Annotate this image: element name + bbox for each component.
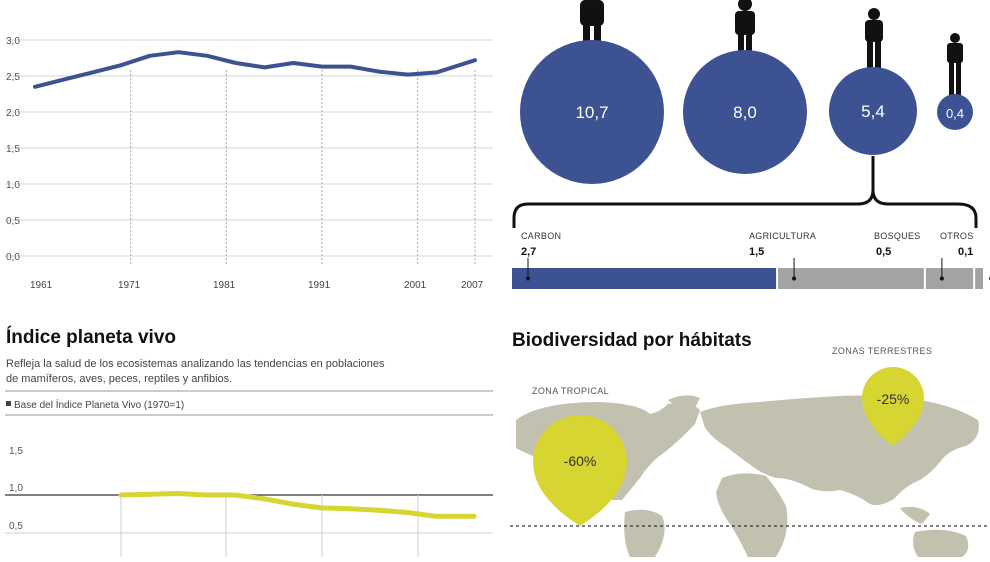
x-tick-label: 1981	[213, 280, 236, 291]
person-icon	[735, 0, 755, 52]
zone-value-label: -60%	[564, 453, 597, 469]
footprint-x-axis: 1961 1971 1981 1991 2001 2007	[30, 280, 484, 291]
section-description-line: de mamíferos, aves, peces, reptiles y an…	[6, 373, 232, 385]
bar-segment	[778, 268, 924, 289]
person-icon	[947, 33, 963, 96]
breakdown-stacked-bar: CARBON AGRICULTURA BOSQUES OTROS 2,7 1,5…	[512, 231, 990, 289]
bar-value-label: 0,5	[876, 246, 891, 258]
zone-label: ZONA TROPICAL	[532, 386, 609, 396]
bar-category-label: OTROS	[940, 231, 974, 241]
person-icon	[580, 0, 604, 45]
habitats-section: Biodiversidad por hábitats ZONA TROPICAL…	[510, 330, 988, 557]
x-tick-label: 1971	[118, 280, 141, 291]
bubble-10-7	[520, 40, 664, 184]
footprint-line-chart: 3,0 2,5 2,0 1,5 1,0 0,5 0,0 1961 1971 19…	[5, 36, 493, 291]
x-tick-label: 1991	[308, 280, 331, 291]
y-tick-label: 0,5	[9, 521, 23, 532]
legend-marker-icon	[6, 401, 11, 406]
y-tick-label: 1,5	[9, 446, 23, 457]
bubble-value-label: 0,4	[946, 106, 964, 121]
bubble-value-label: 8,0	[733, 103, 757, 122]
y-tick-label: 0,5	[6, 216, 20, 227]
person-icon	[865, 8, 883, 71]
y-tick-label: 2,0	[6, 108, 20, 119]
bubble-value-label: 5,4	[861, 102, 885, 121]
tropical-pin: -60%	[533, 415, 627, 526]
x-tick-label: 2001	[404, 280, 427, 291]
bar-category-label: AGRICULTURA	[749, 231, 816, 241]
bar-segments	[512, 258, 990, 289]
bar-value-label: 0,1	[958, 246, 973, 258]
x-tick-label: 1961	[30, 280, 53, 291]
y-tick-label: 1,0	[9, 483, 23, 494]
bar-category-label: CARBON	[521, 231, 561, 241]
planeta-vivo-section: Índice planeta vivo Refleja la salud de …	[5, 326, 493, 557]
section-title: Índice planeta vivo	[6, 326, 176, 348]
zone-value-label: -25%	[877, 391, 910, 407]
bubble-0-4	[937, 94, 973, 130]
y-tick-label: 1,5	[6, 144, 20, 155]
section-description-line: Refleja la salud de los ecosistemas anal…	[6, 358, 385, 370]
y-tick-label: 1,0	[6, 180, 20, 191]
bar-segment	[512, 268, 777, 289]
y-tick-label: 3,0	[6, 36, 20, 47]
bar-segment	[925, 268, 974, 289]
footprint-series-line	[33, 50, 477, 89]
bar-category-label: BOSQUES	[874, 231, 921, 241]
footprint-gridlines	[5, 39, 493, 266]
bar-value-label: 1,5	[749, 246, 764, 258]
x-tick-label: 2007	[461, 280, 484, 291]
brace-connector	[512, 156, 978, 228]
legend-label: Base del Índice Planeta Vivo (1970=1)	[14, 398, 184, 411]
bar-segment	[975, 268, 983, 289]
breakdown-bubbles: 10,7 8,0 5,4 0,4	[512, 0, 978, 228]
footprint-y-axis: 3,0 2,5 2,0 1,5 1,0 0,5 0,0	[6, 36, 20, 263]
section-title: Biodiversidad por hábitats	[512, 330, 752, 351]
bar-value-label: 2,7	[521, 246, 536, 258]
terrestrial-pin: -25%	[862, 367, 924, 446]
y-tick-label: 2,5	[6, 72, 20, 83]
lpi-series-line	[118, 491, 477, 519]
bubble-value-label: 10,7	[575, 103, 608, 122]
y-tick-label: 0,0	[6, 252, 20, 263]
bubble-5-4	[829, 67, 917, 155]
bubble-8-0	[683, 50, 807, 174]
zone-label: ZONAS TERRESTRES	[832, 346, 932, 356]
